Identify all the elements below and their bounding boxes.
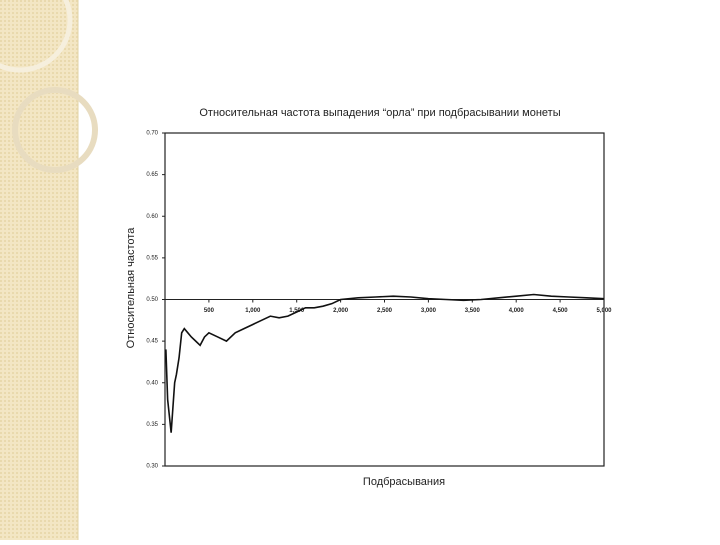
y-tick-label: 0.40 (146, 380, 158, 386)
chart-title: Относительная частота выпадения “орла” п… (199, 107, 560, 119)
decor-circle (12, 87, 98, 173)
x-tick-label: 2,500 (377, 308, 393, 314)
y-axis-label: Относительная частота (125, 227, 137, 349)
x-tick-label: 500 (204, 308, 215, 314)
side-strip (0, 0, 78, 540)
x-tick-label: 5,000 (596, 308, 612, 314)
y-tick-label: 0.50 (146, 297, 158, 303)
x-tick-label: 4,000 (509, 308, 525, 314)
y-tick-label: 0.70 (146, 131, 158, 137)
y-tick-label: 0.30 (146, 464, 158, 470)
y-tick-label: 0.35 (146, 422, 158, 428)
x-tick-label: 2,000 (333, 308, 349, 314)
y-tick-label: 0.45 (146, 339, 158, 345)
x-axis-label: Подбрасывания (363, 476, 445, 488)
y-tick-label: 0.55 (146, 255, 158, 261)
x-tick-label: 3,000 (421, 308, 437, 314)
x-tick-label: 4,500 (553, 308, 569, 314)
decor-circle (0, 0, 73, 73)
y-tick-label: 0.60 (146, 214, 158, 220)
y-tick-label: 0.65 (146, 172, 158, 178)
x-tick-label: 3,500 (465, 308, 481, 314)
x-tick-label: 1,000 (245, 308, 261, 314)
data-line (165, 293, 605, 433)
